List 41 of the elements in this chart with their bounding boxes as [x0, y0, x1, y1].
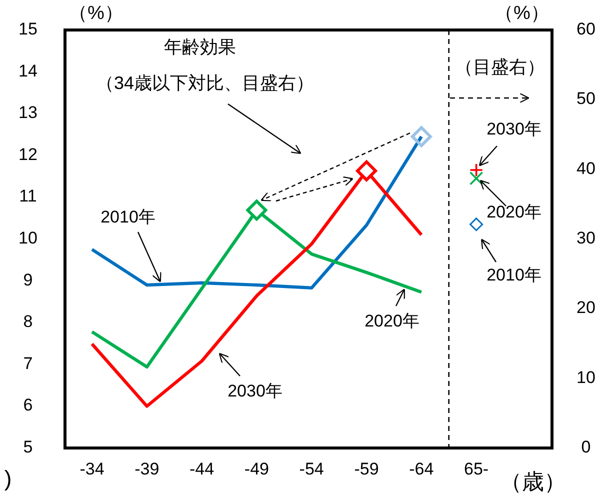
point [246, 200, 268, 221]
y-tick-label: 9 [23, 270, 33, 290]
y-tick-label: 14 [18, 61, 38, 80]
y2-axis-title: （%） [494, 3, 550, 24]
y2-tick-label: 50 [576, 89, 596, 108]
y-tick-label: 8 [23, 312, 33, 332]
y-tick-label: 5 [23, 437, 33, 456]
y2-tick-label: 20 [576, 298, 596, 318]
text: ) [4, 466, 12, 491]
y-tick-label: 15 [18, 19, 38, 38]
y-axis-title: （%） [68, 3, 124, 24]
x-tick-label: -59 [354, 459, 379, 478]
x-tick-label: -39 [134, 459, 160, 478]
series-label: 2010年 [100, 207, 156, 226]
y2-tick-label: 40 [576, 158, 596, 178]
series-label: 2020年 [486, 202, 542, 222]
y2-tick-label: 0 [581, 437, 591, 456]
y-tick-label: 13 [18, 103, 38, 122]
annotation: （目盛右） [455, 56, 545, 77]
y-tick-label: 7 [23, 354, 33, 373]
y-tick-label: 12 [18, 144, 38, 164]
series-label: 2020年 [364, 311, 420, 330]
x-tick-label: 65- [464, 459, 489, 478]
y2-tick-label: 60 [576, 19, 596, 38]
annotation: 年齢効果 [164, 36, 236, 57]
y-tick-label: 10 [18, 228, 38, 248]
x-tick-label: -44 [190, 459, 214, 478]
x-tick-label: -64 [409, 459, 434, 478]
y2-tick-label: 10 [576, 368, 596, 387]
x-axis-title: （歳） [500, 468, 566, 494]
annotation: （34歳以下対比、目盛右） [96, 72, 314, 93]
series-label: 2030年 [228, 381, 282, 400]
text: 2010年 [486, 265, 542, 284]
x-tick-label: -34 [80, 459, 104, 478]
y-tick-label: 11 [19, 186, 37, 206]
x-tick-label: -49 [244, 459, 269, 478]
series-label: 2030年 [486, 119, 542, 138]
x-tick-label: -54 [299, 459, 324, 478]
point [410, 126, 432, 148]
y-tick-label: 6 [23, 396, 33, 415]
y2-tick-label: 30 [576, 228, 596, 248]
